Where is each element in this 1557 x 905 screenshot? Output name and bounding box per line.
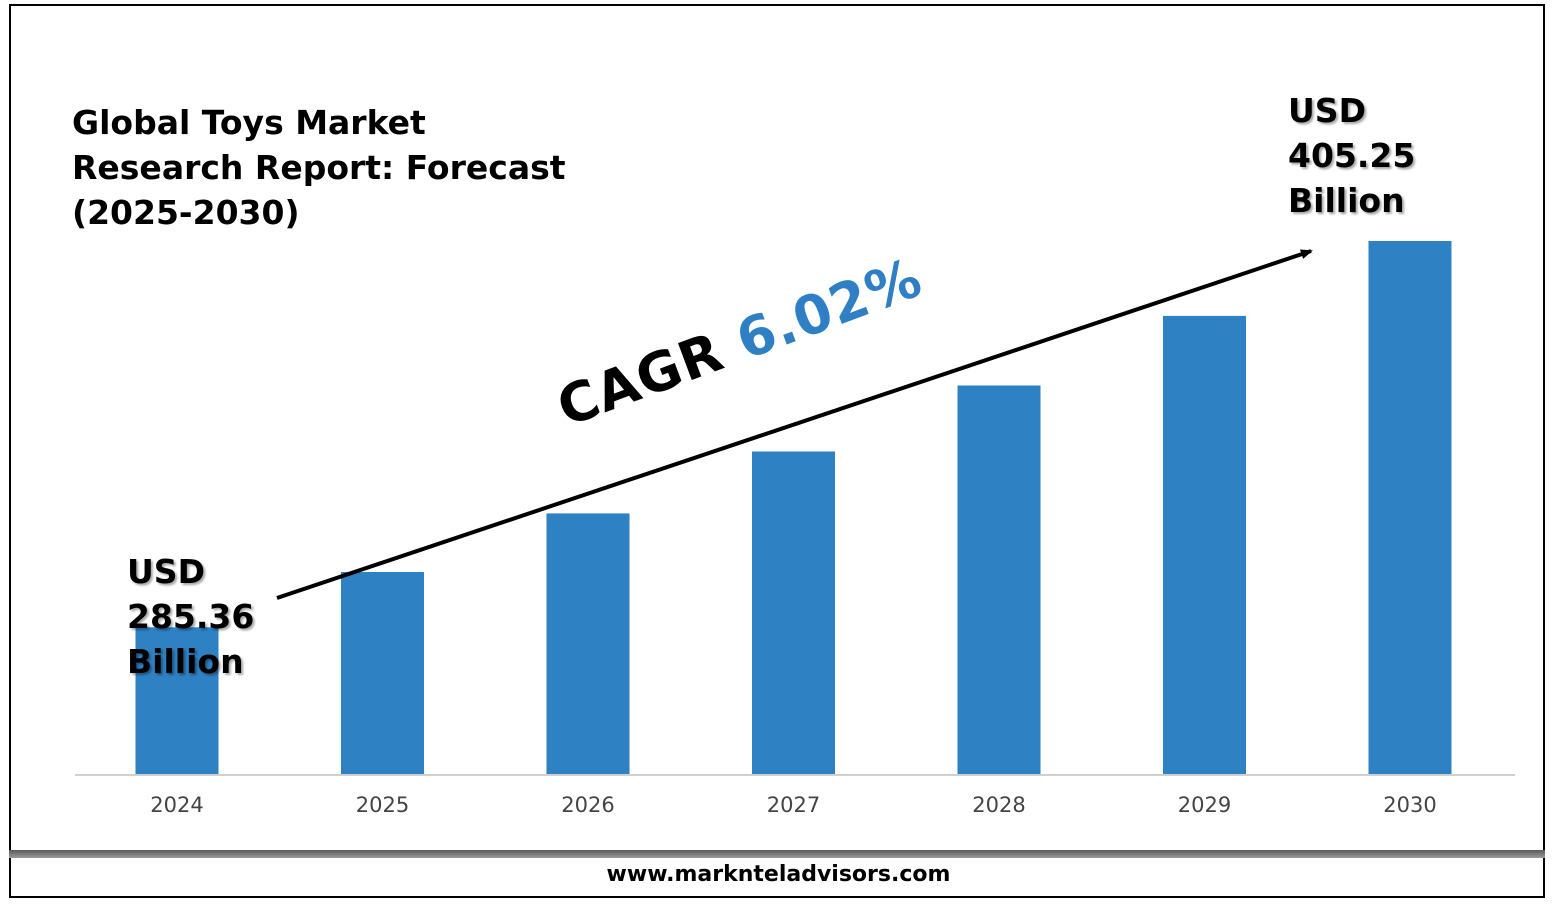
x-axis-ticks: 2024 2025 2026 2027 2028 2029 2030 xyxy=(150,793,1436,817)
bar-2030 xyxy=(1368,241,1452,775)
bar-2024 xyxy=(135,627,219,775)
x-tick-2025: 2025 xyxy=(356,793,409,817)
bar-2025 xyxy=(341,572,424,775)
start-callout-line-1: USD xyxy=(127,552,205,591)
x-tick-2028: 2028 xyxy=(972,793,1025,817)
end-callout-line-2: 405.25 xyxy=(1288,136,1416,175)
end-callout-line-1: USD xyxy=(1288,91,1366,130)
end-callout-line-3: Billion xyxy=(1288,181,1405,220)
footer-website: www.marknteladvisors.com xyxy=(606,862,951,887)
title-line-2: Research Report: Forecast xyxy=(72,148,566,187)
x-tick-2026: 2026 xyxy=(561,793,614,817)
x-tick-2030: 2030 xyxy=(1383,793,1436,817)
start-value-callout: USD 285.36 Billion xyxy=(127,549,254,684)
x-tick-2024: 2024 xyxy=(150,793,203,817)
chart-title: Global Toys Market Research Report: Fore… xyxy=(72,100,592,235)
bar-2027 xyxy=(752,451,835,775)
x-tick-2027: 2027 xyxy=(767,793,820,817)
bar-2028 xyxy=(957,385,1041,775)
title-line-3: (2025-2030) xyxy=(72,193,300,232)
bar-series xyxy=(135,241,1452,775)
x-tick-2029: 2029 xyxy=(1178,793,1231,817)
bar-2026 xyxy=(546,513,630,775)
bar-2029 xyxy=(1163,315,1246,775)
title-line-1: Global Toys Market xyxy=(72,103,426,142)
cagr-arrow xyxy=(276,249,1313,600)
end-value-callout: USD 405.25 Billion xyxy=(1288,88,1415,223)
footer-divider xyxy=(9,850,1545,858)
start-callout-line-2: 285.36 xyxy=(127,597,255,636)
start-callout-line-3: Billion xyxy=(127,642,244,681)
